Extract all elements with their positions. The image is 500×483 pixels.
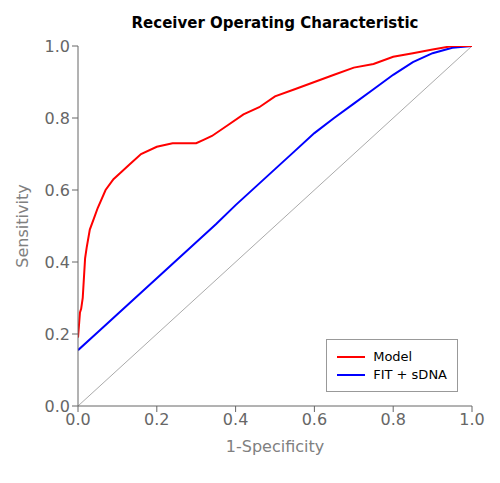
svg-text:Sensitivity: Sensitivity bbox=[13, 184, 32, 267]
svg-text:0.0: 0.0 bbox=[65, 410, 91, 430]
svg-text:1.0: 1.0 bbox=[45, 37, 70, 56]
svg-text:0.8: 0.8 bbox=[380, 410, 405, 429]
html-text:FIT + sDNA: FIT + sDNA bbox=[373, 367, 447, 382]
svg-text:1-Specificity: 1-Specificity bbox=[226, 437, 324, 456]
svg-text:0.6: 0.6 bbox=[45, 181, 70, 200]
html-text:Receiver Operating Characteris: Receiver Operating Characteristic bbox=[131, 14, 419, 32]
svg-text:0.4: 0.4 bbox=[223, 410, 248, 429]
svg-text:0.4: 0.4 bbox=[45, 253, 70, 272]
svg-text:1.0: 1.0 bbox=[459, 410, 484, 429]
html-text:Model: Model bbox=[373, 349, 413, 364]
svg-text:0.6: 0.6 bbox=[302, 410, 327, 429]
svg-text:0.2: 0.2 bbox=[45, 325, 70, 344]
svg-text:0.0: 0.0 bbox=[45, 397, 70, 416]
svg-text:0.2: 0.2 bbox=[144, 410, 169, 429]
svg-text:0.8: 0.8 bbox=[45, 109, 70, 128]
